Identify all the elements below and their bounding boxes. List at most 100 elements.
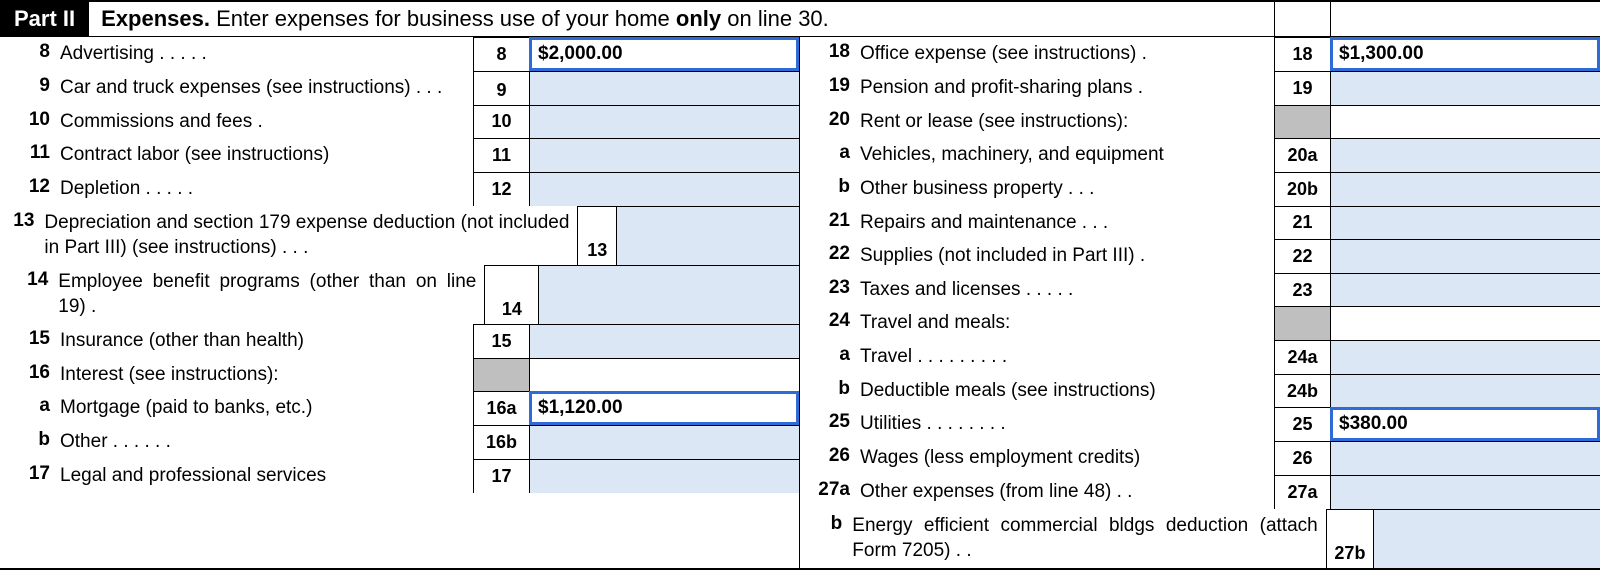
line-number: a: [800, 340, 860, 374]
line-number: 19: [800, 71, 860, 105]
line-value[interactable]: [1330, 172, 1600, 206]
line-value[interactable]: [529, 358, 799, 392]
line-description: Taxes and licenses . . . . .: [860, 273, 1274, 307]
expense-line: 24Travel and meals:: [800, 306, 1600, 340]
line-value[interactable]: [529, 71, 799, 105]
line-number: 9: [0, 71, 60, 105]
line-value[interactable]: [529, 138, 799, 172]
line-value[interactable]: [1330, 273, 1600, 307]
line-value[interactable]: [538, 265, 799, 324]
line-value[interactable]: [1330, 206, 1600, 240]
line-description: Other . . . . . .: [60, 425, 473, 459]
expense-line: 19Pension and profit-sharing plans .19: [800, 71, 1600, 105]
line-box-number: 16b: [473, 425, 529, 459]
line-number: 14: [0, 265, 58, 324]
line-description: Advertising . . . . .: [60, 37, 473, 71]
expense-line: 10Commissions and fees .10: [0, 105, 799, 139]
line-value[interactable]: [529, 105, 799, 139]
expense-line: 22Supplies (not included in Part III) .2…: [800, 239, 1600, 273]
line-value[interactable]: [1330, 475, 1600, 509]
line-number: 10: [0, 105, 60, 139]
part-label: Part II: [0, 2, 89, 36]
line-value[interactable]: [1330, 441, 1600, 475]
expense-column-right: 18Office expense (see instructions) .18$…: [800, 37, 1600, 568]
title-bold-expenses: Expenses.: [101, 6, 210, 31]
line-description: Pension and profit-sharing plans .: [860, 71, 1274, 105]
line-number: 21: [800, 206, 860, 240]
line-value-filled[interactable]: $1,300.00: [1330, 37, 1600, 71]
line-box-number: 22: [1274, 239, 1330, 273]
line-number: 27a: [800, 475, 860, 509]
line-box-number: 16a: [473, 391, 529, 425]
line-number: 17: [0, 459, 60, 493]
line-value[interactable]: [529, 425, 799, 459]
line-number: 13: [0, 206, 44, 265]
line-value[interactable]: [1330, 71, 1600, 105]
line-value[interactable]: [529, 172, 799, 206]
line-description: Supplies (not included in Part III) .: [860, 239, 1274, 273]
line-number: 8: [0, 37, 60, 71]
expense-columns: 8Advertising . . . . .8$2,000.009Car and…: [0, 37, 1600, 568]
line-value[interactable]: [1330, 306, 1600, 340]
line-value[interactable]: [1330, 138, 1600, 172]
line-value[interactable]: [529, 459, 799, 493]
line-box-number: 9: [473, 71, 529, 105]
expense-line: 27aOther expenses (from line 48) . .27a: [800, 475, 1600, 509]
expense-line: 11Contract labor (see instructions)11: [0, 138, 799, 172]
expense-line: aVehicles, machinery, and equipment20a: [800, 138, 1600, 172]
line-value-filled[interactable]: $2,000.00: [529, 37, 799, 71]
line-box-number: 20a: [1274, 138, 1330, 172]
line-number: 23: [800, 273, 860, 307]
expense-line: 17Legal and professional services17: [0, 459, 799, 493]
line-box-number: 11: [473, 138, 529, 172]
line-description: Rent or lease (see instructions):: [860, 105, 1274, 139]
line-value[interactable]: [616, 206, 799, 265]
line-box-number: 24a: [1274, 340, 1330, 374]
line-number: 11: [0, 138, 60, 172]
line-box-number: 15: [473, 324, 529, 358]
line-description: Car and truck expenses (see instructions…: [60, 71, 473, 105]
line-number: 26: [800, 441, 860, 475]
expense-line: 23Taxes and licenses . . . . .23: [800, 273, 1600, 307]
line-box-number: [1274, 306, 1330, 340]
line-description: Employee benefit programs (other than on…: [58, 265, 484, 324]
expense-line: 9Car and truck expenses (see instruction…: [0, 71, 799, 105]
line-value-filled[interactable]: $1,120.00: [529, 391, 799, 425]
line-box-number: 24b: [1274, 374, 1330, 408]
line-number: 24: [800, 306, 860, 340]
line-number: b: [800, 509, 852, 568]
expense-column-left: 8Advertising . . . . .8$2,000.009Car and…: [0, 37, 800, 568]
line-description: Travel . . . . . . . . .: [860, 340, 1274, 374]
line-description: Depreciation and section 179 expense ded…: [44, 206, 577, 265]
part-title: Expenses. Enter expenses for business us…: [89, 2, 1274, 36]
expense-line: bOther . . . . . .16b: [0, 425, 799, 459]
line-description: Deductible meals (see instructions): [860, 374, 1274, 408]
line-value[interactable]: [1373, 509, 1600, 568]
line-value[interactable]: [1330, 105, 1600, 139]
line-box-number: 17: [473, 459, 529, 493]
line-number: 16: [0, 358, 60, 392]
expense-line: aTravel . . . . . . . . .24a: [800, 340, 1600, 374]
line-box-number: 26: [1274, 441, 1330, 475]
line-description: Commissions and fees .: [60, 105, 473, 139]
line-box-number: 10: [473, 105, 529, 139]
line-value[interactable]: [1330, 374, 1600, 408]
expense-line: 18Office expense (see instructions) .18$…: [800, 37, 1600, 71]
line-description: Mortgage (paid to banks, etc.): [60, 391, 473, 425]
line-box-number: 23: [1274, 273, 1330, 307]
line-value[interactable]: [1330, 340, 1600, 374]
line-box-number: 21: [1274, 206, 1330, 240]
line-value-filled[interactable]: $380.00: [1330, 407, 1600, 441]
line-description: Other expenses (from line 48) . .: [860, 475, 1274, 509]
line-number: 25: [800, 407, 860, 441]
line-description: Interest (see instructions):: [60, 358, 473, 392]
line-value[interactable]: [529, 324, 799, 358]
expense-line: 15Insurance (other than health)15: [0, 324, 799, 358]
line-box-number: 27b: [1326, 509, 1373, 568]
line-box-number: [1274, 105, 1330, 139]
line-number: 22: [800, 239, 860, 273]
line-description: Vehicles, machinery, and equipment: [860, 138, 1274, 172]
line-value[interactable]: [1330, 239, 1600, 273]
line-description: Insurance (other than health): [60, 324, 473, 358]
line-number: 20: [800, 105, 860, 139]
